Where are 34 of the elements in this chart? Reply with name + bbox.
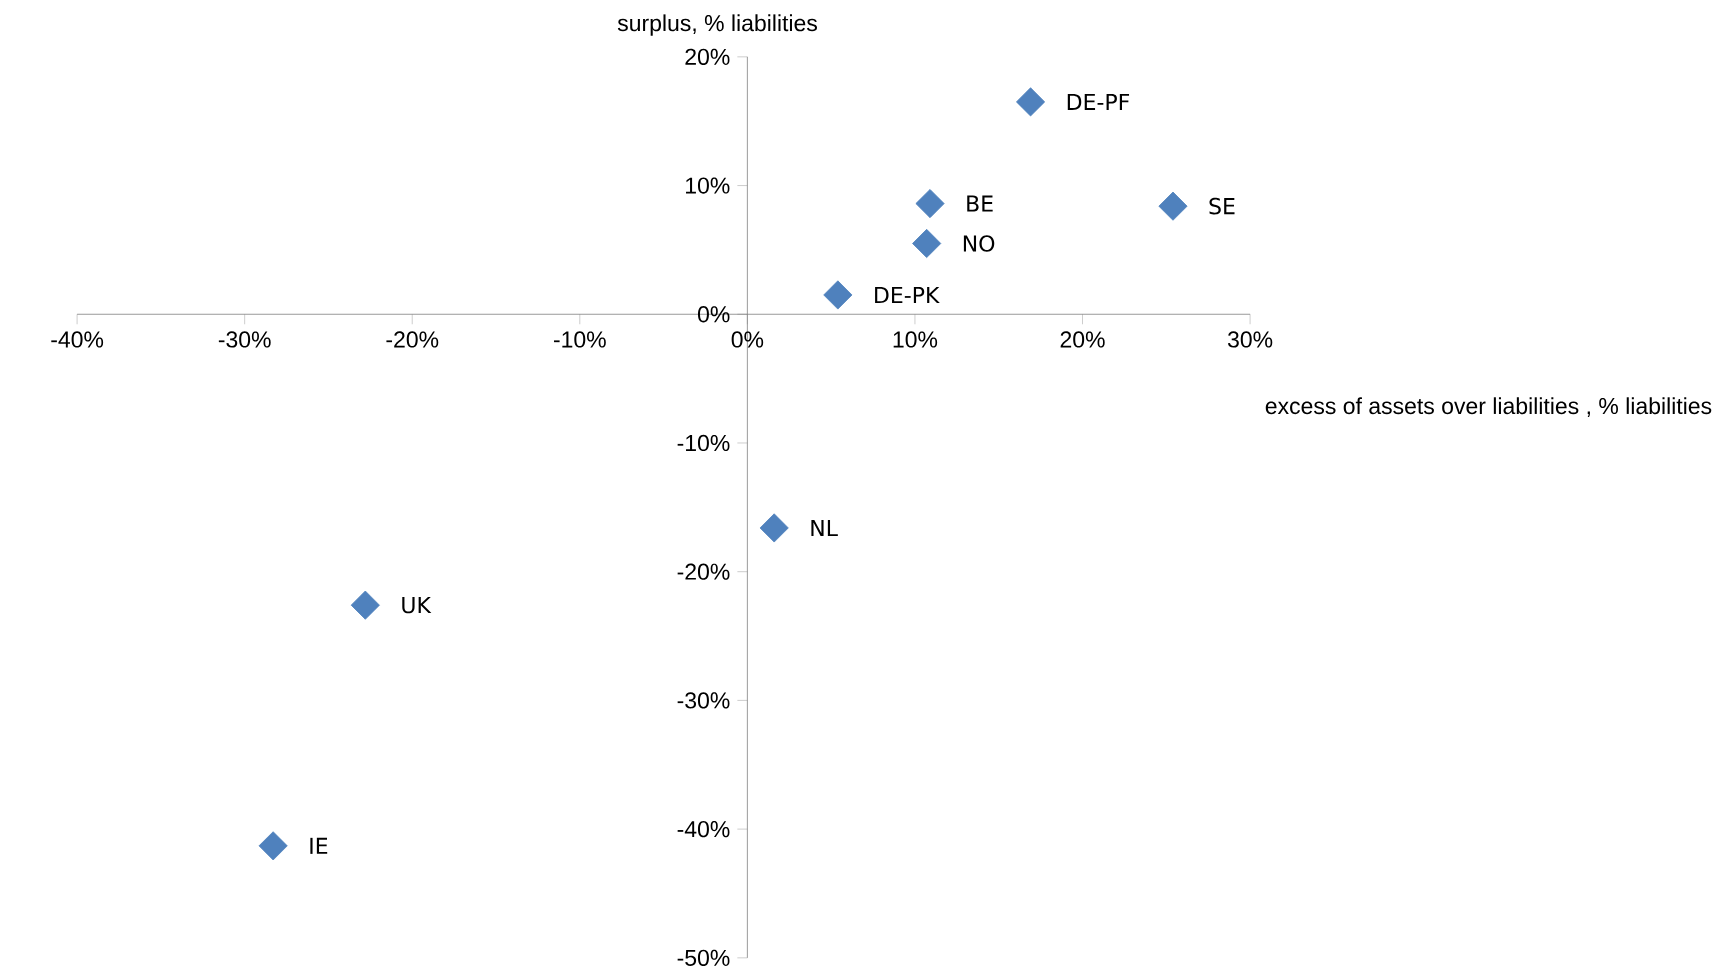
y-tick-label: 0%: [697, 306, 730, 323]
y-tick-label: -30%: [677, 692, 730, 709]
x-tick-label: 0%: [731, 331, 764, 348]
y-tick-label: -20%: [677, 563, 730, 580]
point: [823, 280, 853, 310]
x-axis-title: excess of assets over liabilities , % liabilities: [1265, 397, 1712, 418]
y-tick-label: -40%: [677, 821, 730, 838]
x-tick-label: -20%: [386, 331, 439, 348]
x-tick-label: -30%: [218, 331, 271, 348]
y-axis-title: surplus, % liabilities: [617, 14, 817, 36]
y-tick-label: 20%: [685, 48, 730, 66]
annotation: NO: [963, 235, 995, 252]
point: [1016, 87, 1046, 117]
annotation: NL: [811, 520, 838, 537]
y-tick-label: -50%: [677, 949, 730, 967]
point: [912, 229, 942, 259]
point: [258, 831, 288, 861]
annotation: DE-PF: [1067, 94, 1130, 111]
x-tick-label: -10%: [553, 331, 606, 348]
annotation: IE: [310, 838, 328, 855]
x-tick-label: 20%: [1060, 331, 1105, 348]
point: [350, 590, 380, 620]
point: [759, 513, 789, 543]
point: [1158, 191, 1188, 221]
annotation: SE: [1209, 198, 1235, 215]
annotation: DE-PK: [875, 287, 940, 304]
x-tick-label: -40%: [51, 331, 104, 348]
y-tick-label: -10%: [677, 435, 730, 452]
x-tick-label: 10%: [893, 331, 938, 348]
x-tick-label: 30%: [1227, 331, 1273, 348]
annotation: UK: [402, 597, 432, 614]
point: [915, 189, 945, 219]
y-tick-label: 10%: [686, 177, 730, 194]
annotation: BE: [967, 195, 993, 212]
